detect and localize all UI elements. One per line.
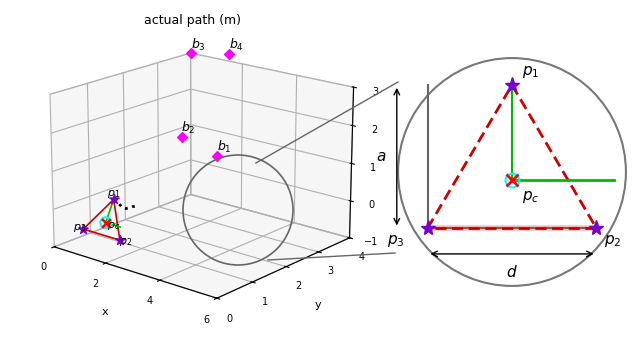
Text: $p_c$: $p_c$	[522, 189, 540, 205]
Text: $p_1$: $p_1$	[522, 64, 540, 80]
Text: $p_3$: $p_3$	[387, 233, 404, 249]
Y-axis label: y: y	[315, 300, 321, 310]
Text: $\mathit{d}$: $\mathit{d}$	[506, 264, 518, 280]
Circle shape	[398, 58, 626, 286]
X-axis label: x: x	[102, 307, 109, 317]
Text: $a$: $a$	[376, 149, 387, 164]
Text: $p_2$: $p_2$	[604, 233, 621, 249]
Text: actual path (m): actual path (m)	[143, 14, 241, 27]
